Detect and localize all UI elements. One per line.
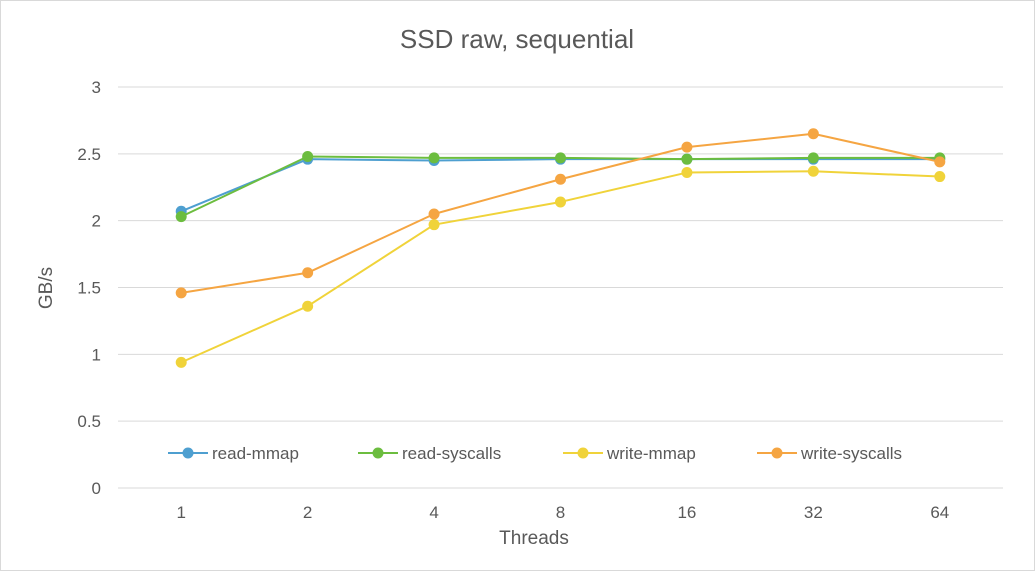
y-tick-label: 3	[92, 78, 101, 97]
read-syscalls-point	[175, 211, 187, 223]
write-mmap-point	[555, 196, 566, 208]
legend-swatch-marker	[182, 447, 194, 459]
legend-label: read-mmap	[212, 444, 299, 463]
y-axis-label: GB/s	[36, 267, 57, 309]
write-mmap-point	[934, 171, 946, 183]
read-syscalls-point	[428, 152, 440, 164]
series-group	[175, 128, 946, 368]
write-syscalls-point	[807, 128, 819, 140]
write-mmap-point	[302, 300, 314, 312]
y-tick-label: 1	[92, 345, 101, 364]
legend-item-write-syscalls: write-syscalls	[757, 444, 902, 463]
legend-swatch-marker	[577, 447, 589, 459]
x-tick-label: 64	[930, 503, 949, 522]
write-mmap-point	[681, 167, 693, 179]
write-syscalls-point	[555, 173, 566, 185]
chart-title: SSD raw, sequential	[400, 24, 634, 54]
y-tick-label: 1.5	[77, 279, 101, 298]
series-read-syscalls	[175, 151, 946, 223]
write-syscalls-point	[934, 156, 946, 168]
legend-swatch-marker	[372, 447, 384, 459]
write-syscalls-point	[302, 267, 314, 279]
read-syscalls-line	[180, 155, 940, 218]
legend-label: write-mmap	[606, 444, 696, 463]
write-mmap-point	[175, 356, 187, 368]
write-mmap-point	[807, 165, 819, 177]
read-syscalls-point	[681, 153, 693, 165]
legend-swatch-marker	[771, 447, 783, 459]
read-syscalls-point	[302, 151, 314, 163]
y-tick-label: 0	[92, 479, 101, 498]
x-tick-label: 8	[556, 503, 565, 522]
x-tick-label: 32	[804, 503, 823, 522]
write-syscalls-point	[428, 208, 440, 220]
series-write-mmap	[175, 165, 946, 368]
legend-label: write-syscalls	[800, 444, 902, 463]
y-tick-label: 2.5	[77, 145, 101, 164]
legend-item-read-mmap: read-mmap	[168, 444, 299, 463]
legend: read-mmap read-syscalls write-mmap write-sy…	[168, 444, 902, 463]
x-axis-label: Threads	[499, 528, 569, 549]
read-syscalls-point	[807, 152, 819, 164]
read-syscalls-point	[555, 152, 566, 164]
write-syscalls-point	[681, 141, 693, 153]
x-tick-label: 2	[303, 503, 312, 522]
y-tick-label: 2	[92, 212, 101, 231]
x-tick-label: 1	[176, 503, 185, 522]
y-axis-ticks: 0 0.5 1 1.5 2 2.5 3	[77, 78, 101, 498]
write-mmap-point	[428, 219, 440, 231]
series-write-syscalls	[175, 128, 946, 299]
x-tick-label: 16	[677, 503, 696, 522]
legend-item-read-syscalls: read-syscalls	[358, 444, 501, 463]
write-syscalls-point	[175, 287, 187, 299]
legend-label: read-syscalls	[402, 444, 501, 463]
y-tick-label: 0.5	[77, 412, 101, 431]
x-tick-label: 4	[429, 503, 438, 522]
x-axis-ticks: 1 2 4 8 16 32 64	[176, 503, 949, 522]
legend-item-write-mmap: write-mmap	[563, 444, 696, 463]
